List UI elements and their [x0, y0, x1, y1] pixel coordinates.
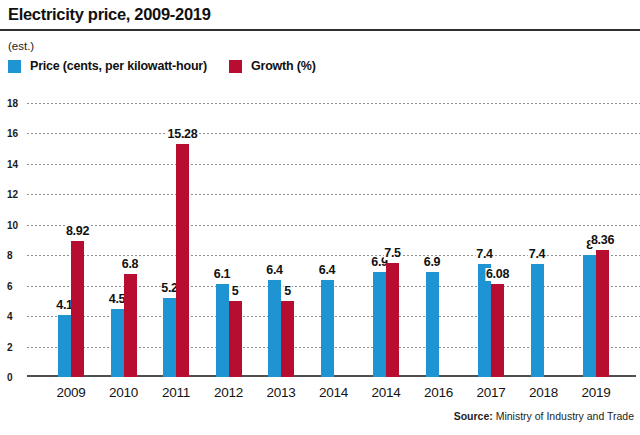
growth-bar-2009	[71, 241, 84, 377]
x-tick-label-10: 2019	[581, 385, 610, 400]
value-label-price-2013: 6.4	[265, 264, 283, 277]
bar-group-5: 6.42014	[321, 103, 347, 377]
x-tick-label-6: 2014	[371, 385, 400, 400]
value-label-growth-2010: 6.8	[121, 258, 139, 271]
value-label-growth-2009: 8.92	[65, 225, 90, 238]
x-tick-label-3: 2012	[214, 385, 243, 400]
price-bar-2014	[321, 280, 334, 377]
x-tick-label-7: 2016	[424, 385, 453, 400]
bar-groups: 4.18.922009 4.56.82010 5.215.282011 6.15201…	[58, 103, 609, 377]
price-bar-2013	[268, 280, 281, 377]
price-bar-2010	[111, 309, 124, 378]
bar-group-2: 5.215.282011	[163, 103, 189, 377]
price-bar-2012	[216, 284, 229, 377]
growth-bar-2014	[386, 263, 399, 377]
growth-bar-2017	[491, 284, 504, 377]
x-tick-label-4: 2013	[266, 385, 295, 400]
growth-bar-2011	[176, 144, 189, 377]
y-tick-label-4: 4	[7, 311, 13, 322]
growth-bar-2019	[596, 250, 609, 377]
y-tick-label-8: 8	[7, 250, 13, 261]
value-label-growth-2017: 6.08	[485, 268, 510, 281]
price-bar-2018	[531, 264, 544, 377]
source-text: Ministry of Industry and Trade	[493, 410, 634, 422]
growth-bar-2010	[124, 274, 137, 378]
value-label-growth-2012: 5	[231, 285, 240, 298]
bar-group-9: 7.42018	[531, 103, 557, 377]
value-label-growth-2014: 7.5	[383, 247, 401, 260]
y-tick-label-12: 12	[7, 189, 18, 200]
y-tick-label-18: 18	[7, 98, 18, 109]
growth-bar-2013	[281, 301, 294, 377]
price-bar-2009	[58, 315, 71, 377]
price-bar-2014	[373, 272, 386, 377]
value-label-price-2012: 6.1	[213, 268, 231, 281]
y-tick-label-14: 14	[7, 159, 18, 170]
price-bar-2011	[163, 298, 176, 377]
bar-group-0: 4.18.922009	[58, 103, 84, 377]
bar-group-8: 7.46.082017	[478, 103, 504, 377]
x-tick-label-0: 2009	[56, 385, 85, 400]
x-tick-label-1: 2010	[109, 385, 138, 400]
source-note: Source: Ministry of Industry and Trade	[454, 410, 634, 422]
bar-group-6: 6.97.52014	[373, 103, 399, 377]
y-tick-label-2: 2	[7, 342, 13, 353]
bar-group-1: 4.56.82010	[111, 103, 137, 377]
x-tick-label-5: 2014	[319, 385, 348, 400]
price-bar-2019	[583, 255, 596, 377]
value-label-price-2014: 6.4	[318, 264, 336, 277]
bar-group-7: 6.92016	[426, 103, 452, 377]
x-tick-label-9: 2018	[529, 385, 558, 400]
bar-group-3: 6.152012	[216, 103, 242, 377]
source-prefix: Source:	[454, 410, 493, 422]
bar-chart: 0 2 4 6 8 10 12 14 16 18 4.18.922009 4.56.82010 5.2…	[0, 0, 640, 435]
x-tick-label-8: 2017	[476, 385, 505, 400]
y-tick-label-10: 10	[7, 220, 18, 231]
y-tick-label-6: 6	[7, 281, 13, 292]
value-label-price-2018: 7.4	[528, 248, 546, 261]
price-bar-2016	[426, 272, 439, 377]
growth-bar-2012	[229, 301, 242, 377]
bar-group-4: 6.452013	[268, 103, 294, 377]
x-tick-label-2: 2011	[162, 385, 190, 400]
value-label-price-2017: 7.4	[475, 248, 493, 261]
value-label-price-2016: 6.9	[423, 256, 441, 269]
value-label-growth-2019: 8.36	[590, 234, 615, 247]
y-tick-label-0: 0	[7, 372, 13, 383]
value-label-growth-2011: 15.28	[167, 128, 199, 141]
bar-group-10: 88.362019	[583, 103, 609, 377]
y-tick-label-16: 16	[7, 128, 18, 139]
value-label-growth-2013: 5	[283, 285, 292, 298]
